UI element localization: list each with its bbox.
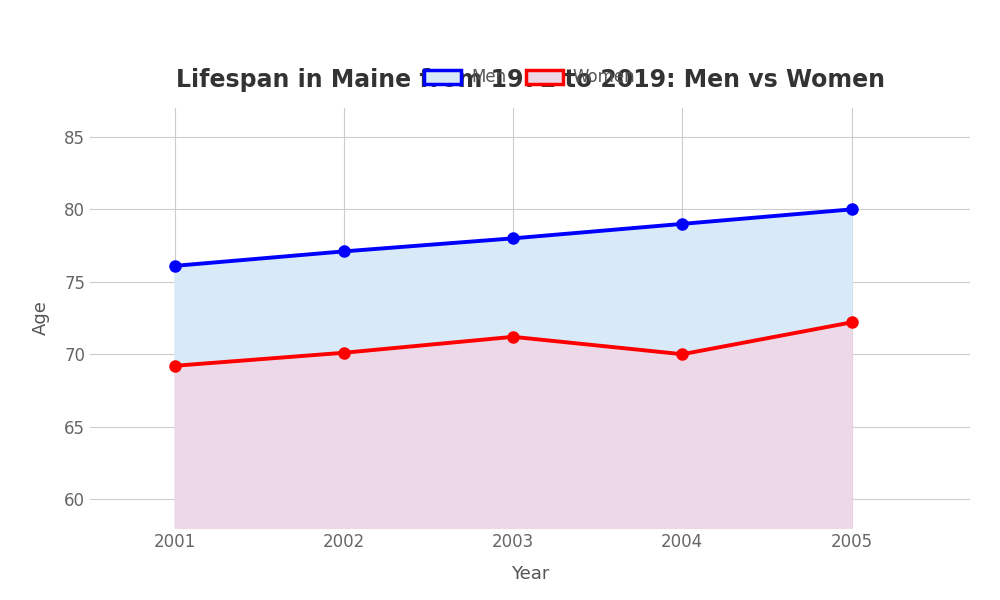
Title: Lifespan in Maine from 1972 to 2019: Men vs Women: Lifespan in Maine from 1972 to 2019: Men… <box>176 68 885 92</box>
Men <box>338 248 350 255</box>
Y-axis label: Age: Age <box>32 301 50 335</box>
Women <box>338 349 350 356</box>
Women <box>507 333 519 340</box>
Line: Women: Women <box>170 317 856 371</box>
X-axis label: Year: Year <box>511 565 549 583</box>
Men <box>676 220 688 227</box>
Men <box>846 206 858 213</box>
Women <box>846 319 858 326</box>
Women <box>169 362 181 370</box>
Men <box>507 235 519 242</box>
Line: Men: Men <box>170 205 856 271</box>
Legend: Men, Women: Men, Women <box>418 62 642 93</box>
Women <box>676 350 688 358</box>
Men <box>169 262 181 269</box>
